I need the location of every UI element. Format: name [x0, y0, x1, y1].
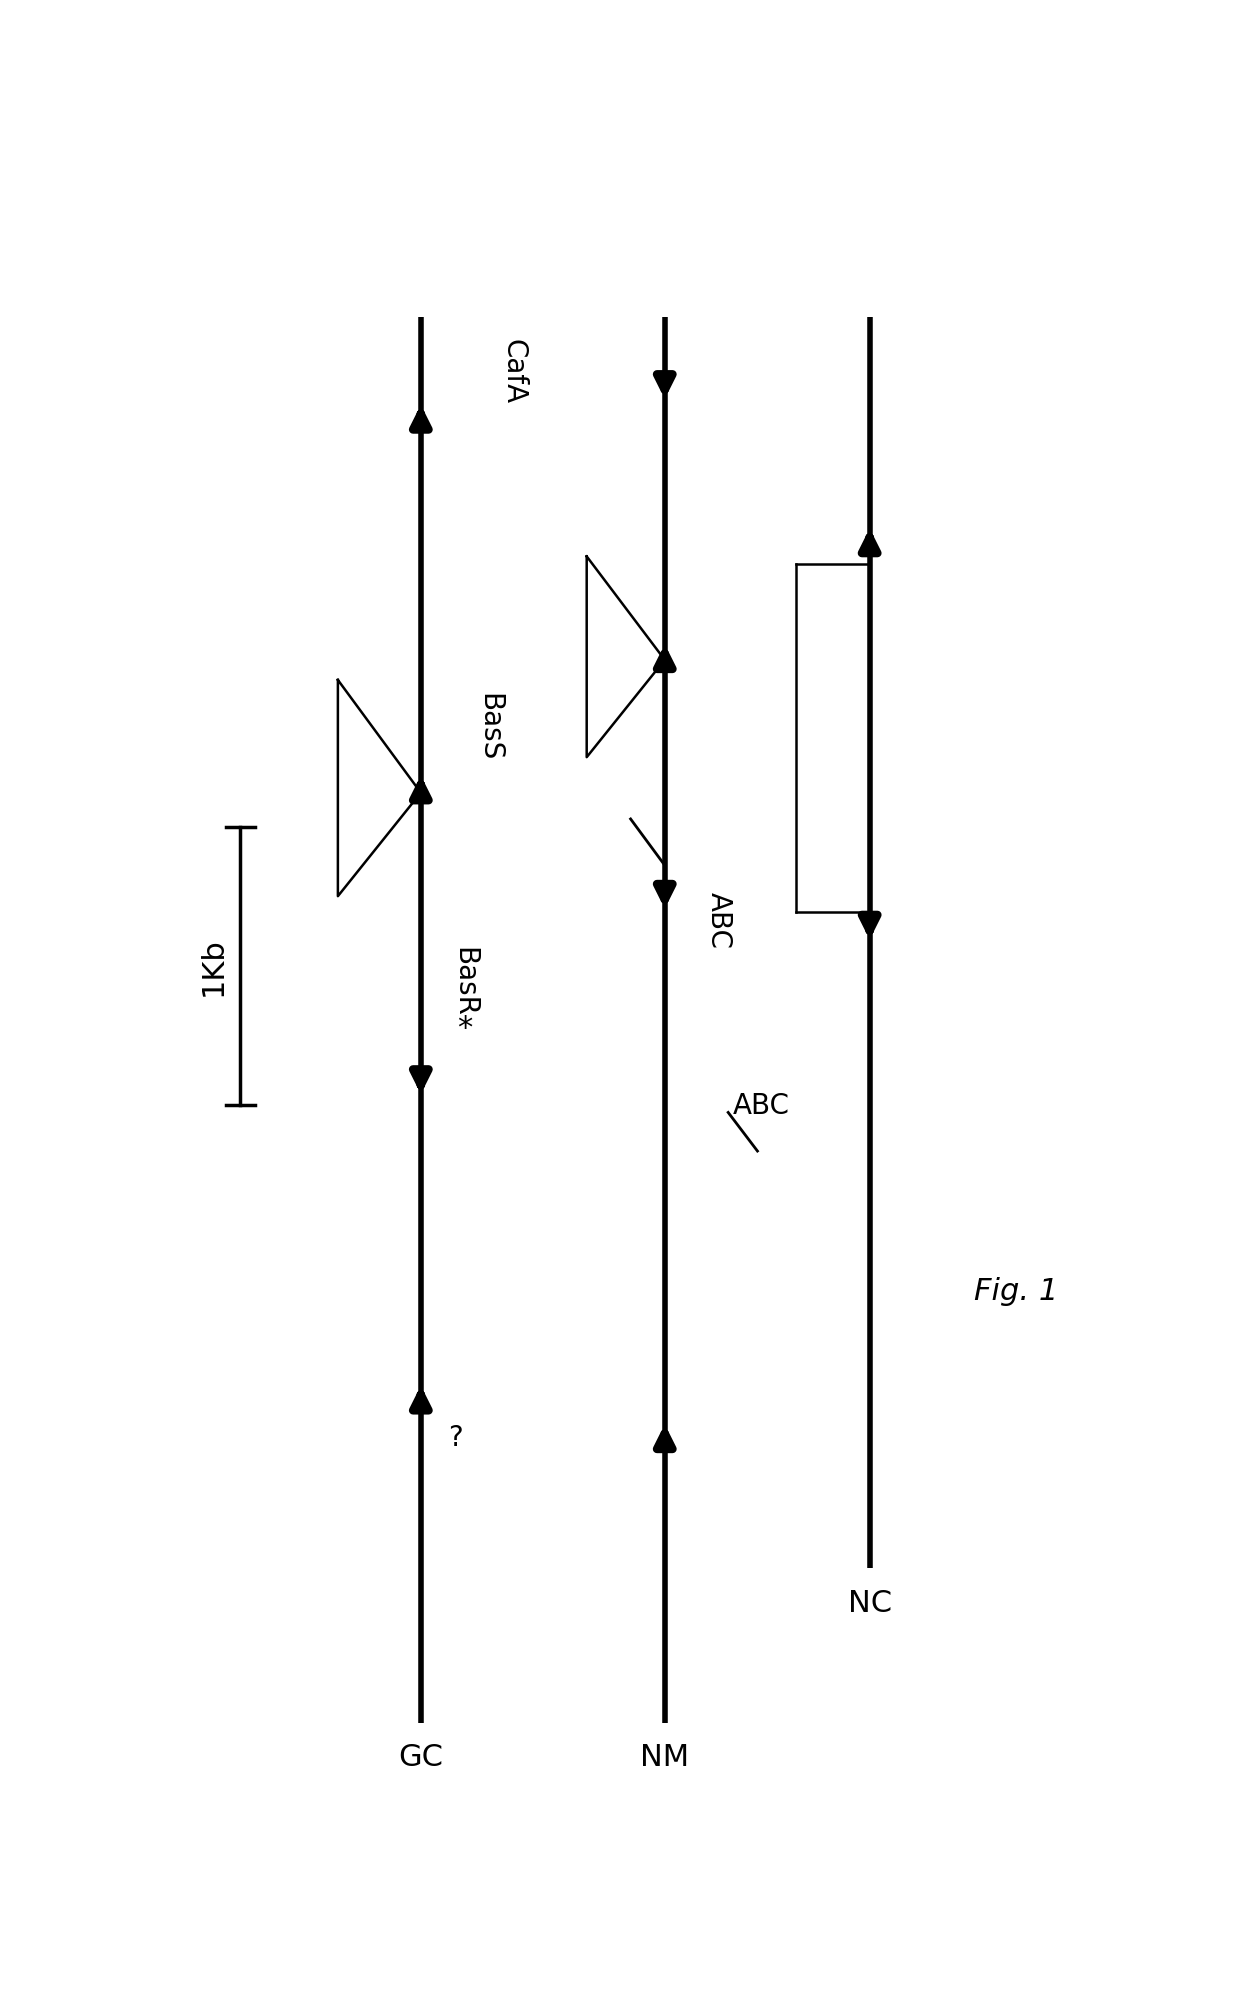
Text: 1Kb: 1Kb	[199, 936, 228, 996]
Text: *: *	[457, 1013, 472, 1043]
Text: NC: NC	[847, 1588, 891, 1616]
Text: ?: ?	[448, 1424, 462, 1452]
Text: CafA: CafA	[500, 339, 528, 405]
Text: BasR: BasR	[451, 946, 478, 1017]
Text: Fig. 1: Fig. 1	[974, 1275, 1058, 1305]
Text: BasS: BasS	[475, 694, 504, 762]
Text: NM: NM	[640, 1742, 690, 1770]
Text: ABC: ABC	[705, 892, 733, 948]
Text: GC: GC	[398, 1742, 443, 1770]
Text: ABC: ABC	[733, 1091, 791, 1119]
